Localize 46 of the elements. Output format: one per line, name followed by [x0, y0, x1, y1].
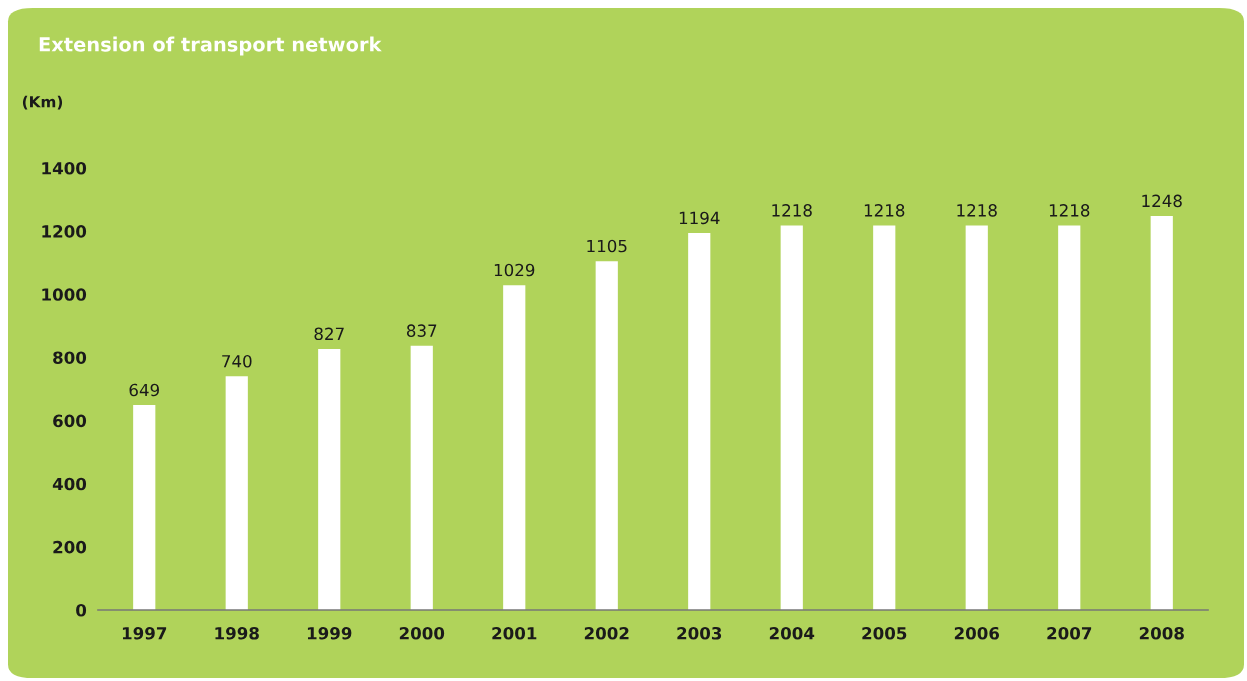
data-label: 827: [314, 327, 344, 341]
bar: [318, 348, 341, 610]
bar: [1150, 215, 1173, 610]
data-label: 837: [406, 324, 437, 337]
y-tick-label: 200: [53, 540, 87, 554]
x-tick-label: 2007: [1047, 626, 1092, 640]
bar: [780, 225, 803, 610]
data-label: 1105: [587, 239, 627, 253]
y-tick-label: 1400: [42, 161, 87, 175]
bar: [688, 233, 711, 610]
bar: [133, 405, 156, 610]
y-tick-label: 400: [52, 477, 87, 491]
bar: [595, 261, 618, 610]
data-label: 1218: [1049, 204, 1090, 217]
data-label: 649: [129, 383, 159, 397]
data-label: 1029: [494, 263, 535, 277]
data-label: 1248: [1142, 194, 1182, 208]
chart-title: Extension of transport network: [39, 36, 382, 56]
x-tick-label: 2003: [677, 626, 722, 640]
x-tick-label: 1998: [215, 626, 259, 640]
y-tick-label: 800: [53, 351, 87, 364]
bar: [225, 376, 248, 610]
x-tick-label: 2002: [584, 626, 629, 640]
x-tick-label: 2005: [862, 626, 907, 640]
y-tick-label: 1200: [42, 225, 87, 238]
data-label: 1194: [679, 211, 720, 225]
y-tick-label: 0: [76, 603, 87, 617]
x-tick-label: 2006: [954, 626, 1000, 640]
x-tick-label: 2001: [492, 626, 537, 640]
bar: [873, 225, 896, 610]
data-label: 1218: [772, 204, 812, 217]
x-tick-label: 1999: [307, 626, 352, 640]
bar: [503, 285, 526, 610]
x-tick-label: 2000: [399, 626, 445, 640]
y-axis-title: (Km): [22, 95, 63, 110]
bar: [410, 345, 433, 610]
data-label: 1218: [957, 204, 997, 217]
y-tick-label: 600: [53, 414, 87, 428]
x-tick-label: 2004: [769, 626, 815, 640]
data-label: 740: [222, 354, 252, 368]
y-tick-label: 1000: [42, 288, 87, 301]
x-tick-label: 1997: [122, 626, 167, 640]
data-label: 1218: [864, 204, 905, 217]
x-tick-label: 2008: [1139, 626, 1184, 640]
bar: [1058, 225, 1081, 610]
bar: [965, 225, 988, 610]
